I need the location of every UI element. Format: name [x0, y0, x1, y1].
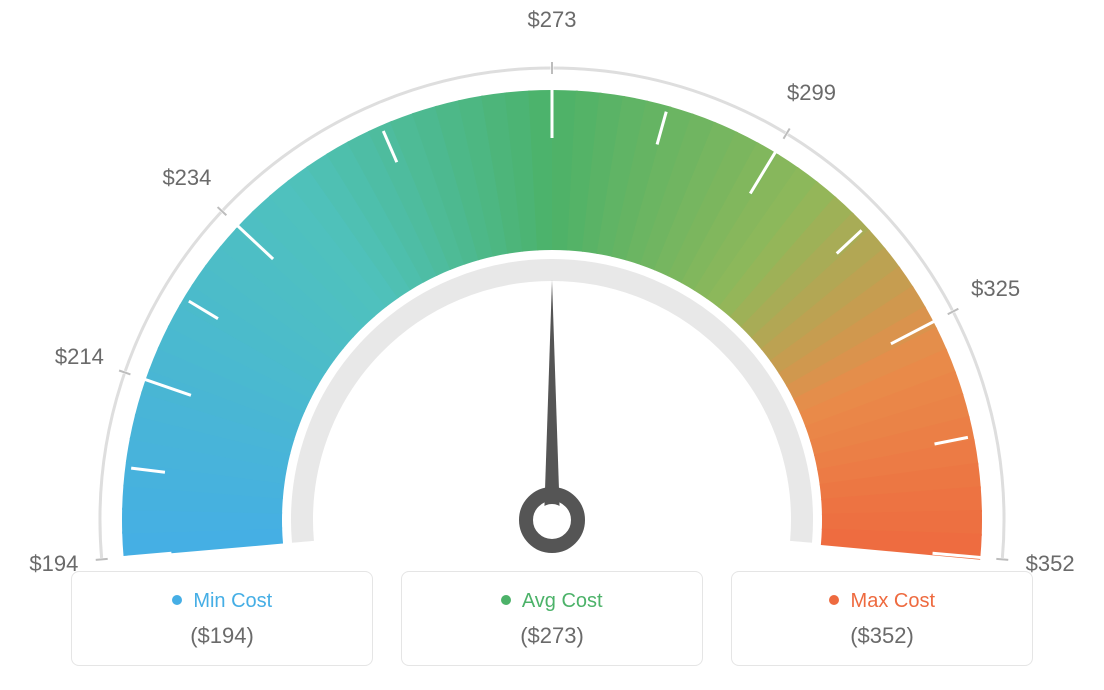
legend-avg-value: ($273): [402, 623, 702, 649]
gauge-tick-label: $234: [162, 165, 211, 191]
legend-row: Min Cost ($194) Avg Cost ($273) Max Cost…: [0, 571, 1104, 666]
gauge-needle-hub-inner: [536, 504, 568, 536]
legend-card-avg: Avg Cost ($273): [401, 571, 703, 666]
gauge-tick-label: $214: [55, 344, 104, 370]
legend-dot-min: [172, 595, 182, 605]
gauge-svg: [0, 0, 1104, 570]
legend-min-value: ($194): [72, 623, 372, 649]
gauge-tick-label: $299: [787, 80, 836, 106]
legend-avg-label: Avg Cost: [522, 590, 603, 612]
gauge-tick-label: $325: [971, 276, 1020, 302]
legend-card-min: Min Cost ($194): [71, 571, 373, 666]
legend-dot-avg: [501, 595, 511, 605]
gauge-tick-label: $273: [528, 7, 577, 33]
gauge-needle: [544, 280, 560, 520]
legend-min-label: Min Cost: [193, 590, 272, 612]
legend-min-label-row: Min Cost: [72, 590, 372, 613]
legend-card-max: Max Cost ($352): [731, 571, 1033, 666]
legend-dot-max: [829, 595, 839, 605]
legend-avg-label-row: Avg Cost: [402, 590, 702, 613]
legend-max-label: Max Cost: [851, 590, 935, 612]
legend-max-label-row: Max Cost: [732, 590, 1032, 613]
legend-max-value: ($352): [732, 623, 1032, 649]
gauge-chart: $194$214$234$273$299$325$352: [0, 0, 1104, 570]
